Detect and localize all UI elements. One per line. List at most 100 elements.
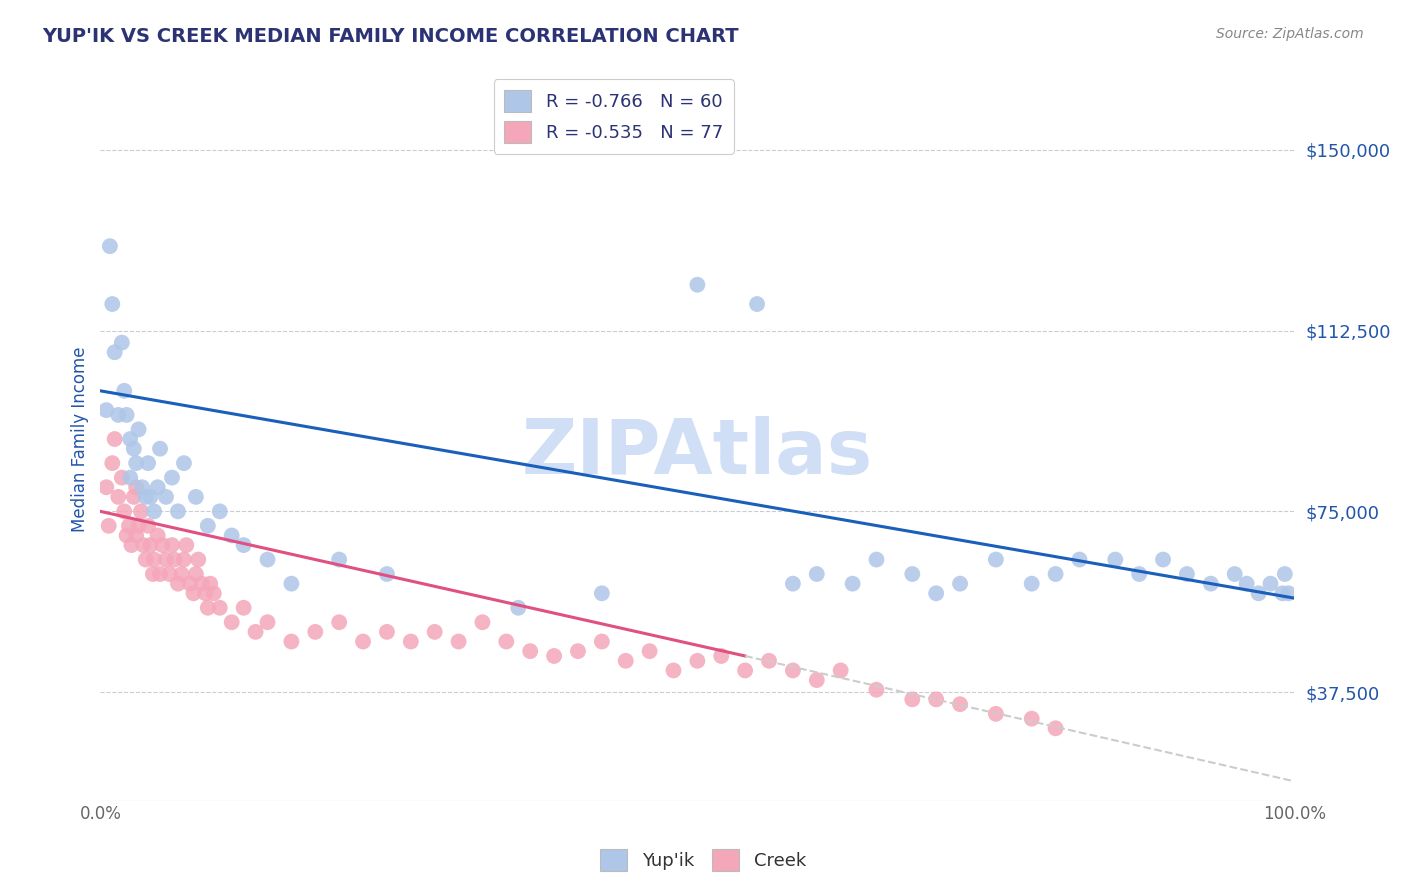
Point bbox=[328, 552, 350, 566]
Point bbox=[155, 490, 177, 504]
Point bbox=[375, 567, 398, 582]
Point bbox=[136, 518, 159, 533]
Point bbox=[925, 692, 948, 706]
Point bbox=[173, 552, 195, 566]
Point bbox=[125, 456, 148, 470]
Point bbox=[96, 403, 118, 417]
Point bbox=[167, 504, 190, 518]
Point bbox=[120, 470, 142, 484]
Point bbox=[806, 567, 828, 582]
Point bbox=[132, 538, 155, 552]
Point bbox=[925, 586, 948, 600]
Point bbox=[149, 442, 172, 456]
Point bbox=[128, 518, 150, 533]
Point bbox=[112, 504, 135, 518]
Point bbox=[118, 518, 141, 533]
Point bbox=[152, 538, 174, 552]
Point bbox=[423, 624, 446, 639]
Point bbox=[104, 345, 127, 359]
Point bbox=[146, 480, 169, 494]
Point bbox=[304, 624, 326, 639]
Point bbox=[128, 422, 150, 436]
Point bbox=[194, 586, 217, 600]
Point bbox=[125, 480, 148, 494]
Point bbox=[1021, 712, 1043, 726]
Point bbox=[686, 277, 709, 292]
Point bbox=[160, 538, 183, 552]
Point bbox=[143, 552, 166, 566]
Point bbox=[1236, 576, 1258, 591]
Point bbox=[1274, 567, 1296, 582]
Point bbox=[1223, 567, 1246, 582]
Point bbox=[183, 586, 205, 600]
Point bbox=[901, 692, 924, 706]
Point bbox=[758, 654, 780, 668]
Point bbox=[662, 664, 685, 678]
Point bbox=[984, 706, 1007, 721]
Point bbox=[949, 576, 972, 591]
Point bbox=[734, 664, 756, 678]
Point bbox=[191, 576, 214, 591]
Point bbox=[111, 470, 134, 484]
Point bbox=[591, 586, 613, 600]
Point bbox=[107, 490, 129, 504]
Point bbox=[111, 335, 134, 350]
Point bbox=[107, 408, 129, 422]
Point bbox=[1128, 567, 1150, 582]
Point bbox=[865, 552, 887, 566]
Point bbox=[131, 480, 153, 494]
Point bbox=[122, 490, 145, 504]
Point bbox=[1045, 567, 1067, 582]
Point bbox=[256, 552, 278, 566]
Point bbox=[830, 664, 852, 678]
Point bbox=[471, 615, 494, 630]
Point bbox=[508, 600, 530, 615]
Point bbox=[901, 567, 924, 582]
Point bbox=[120, 432, 142, 446]
Point bbox=[122, 442, 145, 456]
Point bbox=[96, 480, 118, 494]
Point bbox=[232, 600, 254, 615]
Point bbox=[1021, 576, 1043, 591]
Point bbox=[232, 538, 254, 552]
Point bbox=[200, 576, 222, 591]
Point bbox=[202, 586, 225, 600]
Point bbox=[280, 576, 302, 591]
Point bbox=[160, 470, 183, 484]
Point bbox=[1104, 552, 1126, 566]
Point bbox=[115, 408, 138, 422]
Text: ZIPAtlas: ZIPAtlas bbox=[522, 417, 873, 491]
Point bbox=[1247, 586, 1270, 600]
Point bbox=[136, 456, 159, 470]
Legend: R = -0.766   N = 60, R = -0.535   N = 77: R = -0.766 N = 60, R = -0.535 N = 77 bbox=[494, 79, 734, 154]
Point bbox=[155, 552, 177, 566]
Point bbox=[686, 654, 709, 668]
Point bbox=[120, 538, 142, 552]
Point bbox=[745, 297, 768, 311]
Point bbox=[591, 634, 613, 648]
Point bbox=[806, 673, 828, 687]
Point bbox=[399, 634, 422, 648]
Point bbox=[949, 697, 972, 711]
Point bbox=[208, 600, 231, 615]
Point bbox=[104, 432, 127, 446]
Text: YUP'IK VS CREEK MEDIAN FAMILY INCOME CORRELATION CHART: YUP'IK VS CREEK MEDIAN FAMILY INCOME COR… bbox=[42, 27, 738, 45]
Point bbox=[984, 552, 1007, 566]
Point bbox=[543, 648, 565, 663]
Point bbox=[352, 634, 374, 648]
Point bbox=[142, 567, 165, 582]
Point bbox=[519, 644, 541, 658]
Point bbox=[1045, 721, 1067, 735]
Legend: Yup'ik, Creek: Yup'ik, Creek bbox=[593, 842, 813, 879]
Point bbox=[447, 634, 470, 648]
Point bbox=[1271, 586, 1294, 600]
Point bbox=[614, 654, 637, 668]
Point bbox=[97, 518, 120, 533]
Point bbox=[170, 567, 193, 582]
Point bbox=[1260, 576, 1282, 591]
Point bbox=[129, 504, 152, 518]
Point bbox=[256, 615, 278, 630]
Y-axis label: Median Family Income: Median Family Income bbox=[72, 346, 89, 532]
Point bbox=[139, 490, 162, 504]
Point bbox=[98, 239, 121, 253]
